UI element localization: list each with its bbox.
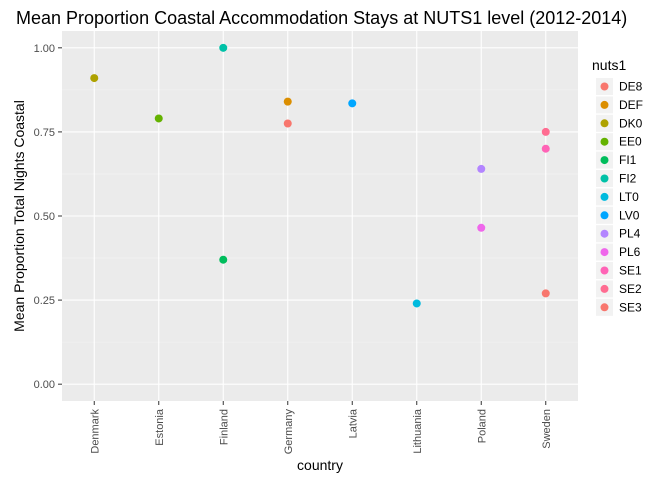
x-tick-label: Lithuania [412, 408, 424, 454]
y-tick-label: 0.75 [34, 127, 55, 139]
legend-marker [600, 156, 609, 165]
y-axis-title: Mean Proportion Total Nights Coastal [11, 100, 27, 332]
legend-marker [600, 137, 609, 146]
legend-item: DEF [596, 96, 643, 114]
legend-item: PL6 [596, 243, 641, 261]
legend: nuts1 DE8 DEF DK0 EE0 FI1 FI2 LT0 LV0 PL4 PL6 SE1 S… [592, 57, 643, 316]
x-tick-label: Estonia [154, 408, 166, 446]
y-tick-label: 0.25 [34, 295, 55, 307]
legend-label: LT0 [619, 190, 639, 204]
legend-label: FI1 [619, 153, 637, 167]
x-tick-label: Poland [476, 409, 488, 443]
legend-marker [600, 248, 609, 257]
x-tick-label: Latvia [347, 408, 359, 438]
legend-label: EE0 [619, 135, 642, 149]
data-point-lv0 [348, 99, 357, 108]
legend-marker [600, 119, 609, 128]
legend-marker [600, 174, 609, 183]
data-point-ee0 [154, 114, 163, 123]
legend-title: nuts1 [592, 57, 626, 73]
data-point-pl6 [477, 223, 486, 232]
data-point-pl4 [477, 164, 486, 173]
legend-item: EE0 [596, 133, 642, 151]
x-axis: Denmark Estonia Finland Germany Latvia Lithua… [89, 401, 553, 454]
plot-panel [62, 31, 578, 401]
data-point-de8 [283, 119, 292, 128]
legend-label: LV0 [619, 208, 640, 222]
y-tick-label: 1.00 [34, 43, 55, 55]
legend-label: SE2 [619, 282, 642, 296]
legend-marker [600, 284, 609, 293]
legend-label: DEF [619, 98, 643, 112]
legend-marker [600, 266, 609, 275]
legend-label: FI2 [619, 172, 637, 186]
legend-marker [600, 211, 609, 220]
legend-item: DE8 [596, 78, 643, 95]
x-tick-label: Sweden [541, 409, 553, 449]
legend-item: FI2 [596, 170, 637, 187]
legend-item: PL4 [596, 225, 641, 243]
legend-label: DK0 [619, 116, 643, 130]
data-point-fi2 [219, 43, 228, 52]
data-point-lt0 [412, 299, 421, 308]
data-point-def [283, 97, 292, 106]
data-points [90, 43, 550, 308]
legend-marker [600, 100, 609, 109]
legend-marker [600, 303, 609, 312]
legend-label: DE8 [619, 80, 643, 94]
data-point-se3 [541, 289, 550, 298]
legend-item: LT0 [596, 188, 639, 206]
legend-marker [600, 229, 609, 238]
x-tick-label: Denmark [89, 409, 101, 454]
data-point-se1 [541, 144, 550, 153]
legend-item: SE2 [596, 280, 642, 298]
legend-item: SE3 [596, 298, 642, 316]
legend-label: SE3 [619, 300, 642, 314]
legend-item: DK0 [596, 114, 643, 132]
legend-marker [600, 82, 609, 91]
legend-label: SE1 [619, 264, 642, 278]
legend-item: SE1 [596, 262, 642, 279]
x-tick-label: Germany [283, 409, 295, 455]
legend-item: FI1 [596, 151, 637, 169]
y-axis: 0.00 0.25 0.50 0.75 1.00 [34, 43, 62, 391]
legend-marker [600, 192, 609, 201]
legend-label: PL6 [619, 245, 641, 259]
chart-title: Mean Proportion Coastal Accommodation St… [16, 8, 627, 28]
y-tick-label: 0.00 [34, 379, 55, 391]
x-tick-label: Finland [218, 409, 230, 445]
data-point-se2 [541, 127, 550, 136]
legend-label: PL4 [619, 227, 641, 241]
x-axis-title: country [297, 457, 343, 473]
data-point-fi1 [219, 255, 228, 264]
y-tick-label: 0.50 [34, 211, 55, 223]
legend-item: LV0 [596, 206, 640, 224]
data-point-dk0 [90, 74, 99, 83]
